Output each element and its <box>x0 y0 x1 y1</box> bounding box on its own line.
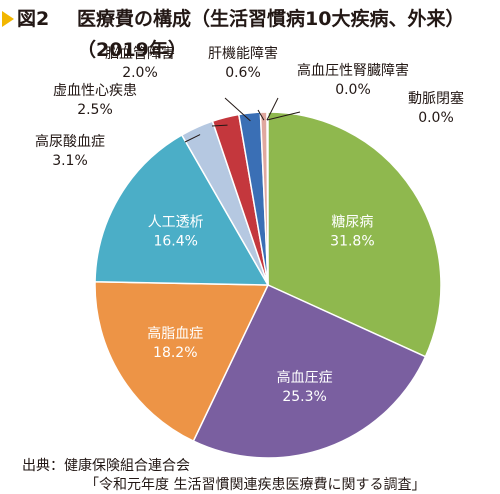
leader-line-7 <box>224 97 251 122</box>
leader-line-5 <box>184 134 201 143</box>
pie-slice-1 <box>267 111 442 358</box>
slice-value-6: 2.5% <box>77 102 113 118</box>
pie-slice-8 <box>259 111 269 286</box>
slice-value-7: 2.0% <box>122 65 158 81</box>
pie-slice-4 <box>94 133 270 286</box>
slice-label-7: 脳血管障害 <box>105 46 175 62</box>
slice-label-4: 人工透析 <box>148 214 204 230</box>
slice-value-1: 31.8% <box>330 234 374 250</box>
slice-value-3: 18.2% <box>153 345 197 361</box>
leader-line-6 <box>211 124 228 127</box>
slice-value-4: 16.4% <box>153 233 197 249</box>
figure-label: 図2 <box>17 8 50 30</box>
slice-label-8: 肝機能障害 <box>208 46 278 62</box>
slice-label-1: 糖尿病 <box>331 215 373 231</box>
pie-slice-3 <box>94 280 270 443</box>
slice-value-8: 0.6% <box>225 65 261 81</box>
chart-title: 医療費の構成（生活習慣病10大疾病、外来） <box>77 8 465 30</box>
figure-marker <box>2 11 14 27</box>
slice-label-3: 高脂血症 <box>147 325 203 342</box>
slice-value-9: 0.0% <box>335 82 371 98</box>
source-title: 「令和元年度 生活習慣関連疾患医療費に関する調査」 <box>85 477 426 493</box>
source-label: 出典：健康保険組合連合会 <box>22 458 190 474</box>
slice-label-9: 高血圧性腎臓障害 <box>297 62 409 79</box>
slice-label-10: 動脈閉塞 <box>408 90 464 107</box>
slice-label-2: 高血圧症 <box>277 369 333 386</box>
pie-slice-2 <box>192 284 427 459</box>
slice-value-10: 0.0% <box>418 110 454 126</box>
leader-line-9 <box>266 97 279 121</box>
slice-label-6: 虚血性心疾患 <box>53 83 137 99</box>
leader-line-10 <box>266 111 301 121</box>
leader-line-8 <box>257 109 265 121</box>
slice-label-5: 高尿酸血症 <box>35 133 105 150</box>
slice-value-5: 3.1% <box>52 153 88 169</box>
chart-subtitle-year: （2019年） <box>77 39 187 61</box>
slice-value-2: 25.3% <box>282 389 326 405</box>
